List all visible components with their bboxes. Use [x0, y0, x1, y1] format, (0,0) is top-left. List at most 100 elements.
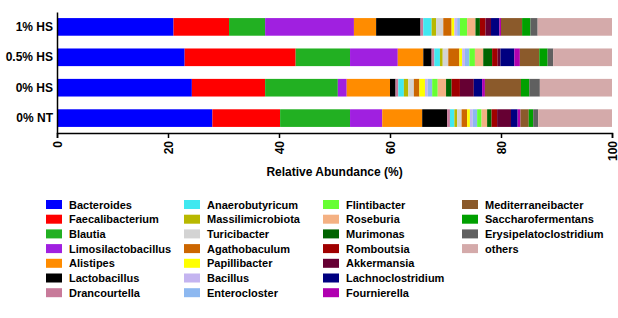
bar-segment	[511, 109, 518, 127]
x-tick-mark	[612, 133, 614, 138]
bar-segment	[265, 18, 354, 36]
bar-segment	[185, 48, 296, 66]
bar-segment	[483, 48, 492, 66]
bar-segment	[443, 18, 451, 36]
bar-segment	[454, 109, 457, 127]
bar-segment	[398, 48, 424, 66]
x-tick-label: 20	[162, 141, 176, 155]
legend-label: Limosilactobacillus	[69, 243, 171, 255]
bar-segment	[530, 18, 537, 36]
legend-swatch	[46, 274, 62, 283]
legend-label: others	[485, 243, 519, 255]
bar-segment	[434, 48, 440, 66]
legend-label: Flintibacter	[346, 199, 406, 211]
legend-swatch	[323, 244, 339, 253]
bar-segment	[354, 18, 376, 36]
legend-item: Drancourtella	[46, 287, 141, 299]
bar-segment	[467, 109, 470, 127]
legend-item: Saccharofermentans	[462, 213, 594, 225]
x-tick: 20	[162, 133, 176, 154]
bar-segment	[447, 109, 450, 127]
x-tick-label: 100	[606, 141, 618, 161]
bar-segment	[404, 79, 408, 97]
x-tick: 100	[606, 133, 618, 161]
bar-segment	[485, 18, 491, 36]
legend-item: Murimonas	[323, 228, 405, 240]
legend-swatch	[323, 215, 339, 224]
series	[414, 18, 467, 127]
bar-segment	[491, 18, 499, 36]
y-tick: 0% HS	[16, 81, 57, 95]
legend-item: Erysipelatoclostridium	[462, 228, 604, 240]
legend-item: Lachnoclostridium	[323, 272, 445, 284]
bar-segment	[425, 79, 428, 97]
bar-segment	[475, 48, 483, 66]
series	[419, 18, 470, 127]
x-tick-label: 0	[51, 141, 65, 148]
x-tick: 80	[495, 133, 509, 154]
bar-segment	[460, 18, 467, 36]
bar-segment	[514, 48, 520, 66]
bar-segment	[533, 109, 538, 127]
bar-segment	[398, 79, 404, 97]
y-axis: 1% HS0.5% HS0% HS0% NT	[6, 13, 58, 134]
bar-segment	[57, 79, 192, 97]
legend-swatch	[184, 288, 200, 297]
series	[538, 18, 612, 127]
bar-segment	[57, 109, 212, 127]
legend-label: Enterocloster	[207, 287, 279, 299]
legend-label: Papillibacter	[207, 257, 273, 269]
bar-segment	[460, 79, 474, 97]
bar-segment	[347, 79, 390, 97]
x-axis: 020406080100	[51, 133, 618, 161]
series	[452, 18, 498, 127]
bar-segment	[501, 18, 522, 36]
x-tick: 40	[273, 133, 287, 154]
chart: 1% HS0.5% HS0% HS0% NT020406080100Relati…	[0, 0, 618, 318]
legend-item: Massilimicrobiota	[184, 213, 301, 225]
bar-segment	[419, 79, 425, 97]
legend-label: Roseburia	[346, 213, 401, 225]
bar-segment	[229, 18, 265, 36]
bar-segment	[421, 18, 424, 36]
legend-item: Bacteroides	[46, 199, 132, 211]
legend-label: Bacteroides	[69, 199, 132, 211]
legend-item: Faecalibacterium	[46, 213, 159, 225]
bar-segment	[438, 79, 446, 97]
y-tick-label: 1% HS	[16, 20, 53, 34]
bar-segment	[465, 48, 469, 66]
legend-item: Enterocloster	[184, 287, 279, 299]
series	[425, 18, 473, 127]
legend-item: Roseburia	[323, 213, 401, 225]
bar-segment	[482, 79, 485, 97]
series	[404, 18, 457, 127]
legend-item: Romboutsia	[323, 243, 410, 255]
bar-segment	[428, 79, 432, 97]
bar-segment	[408, 79, 414, 97]
legend-swatch	[184, 259, 200, 268]
legend-swatch	[46, 200, 62, 209]
bar-segment	[212, 109, 280, 127]
series	[446, 18, 492, 127]
legend-swatch	[462, 200, 478, 209]
legend-label: Alistipes	[69, 257, 115, 269]
x-tick-mark	[57, 133, 59, 138]
legend-item: Fournierella	[323, 287, 410, 299]
series	[396, 18, 450, 127]
bar-segment	[296, 48, 350, 66]
x-tick-mark	[390, 133, 392, 138]
x-tick: 0	[51, 133, 65, 148]
x-tick-mark	[279, 133, 281, 138]
legend-item: Anaerobutyricum	[184, 199, 298, 211]
bar-segment	[470, 109, 473, 127]
bar-segment	[57, 48, 185, 66]
legend-swatch	[323, 229, 339, 238]
bar-segment	[553, 48, 612, 66]
legend-item: Akkermansia	[323, 257, 415, 269]
series	[376, 18, 447, 127]
bar-segment	[436, 18, 443, 36]
legend-label: Agathobaculum	[207, 243, 290, 255]
legend-swatch	[184, 215, 200, 224]
legend-label: Fournierella	[346, 287, 410, 299]
y-tick-label: 0% NT	[16, 111, 53, 125]
